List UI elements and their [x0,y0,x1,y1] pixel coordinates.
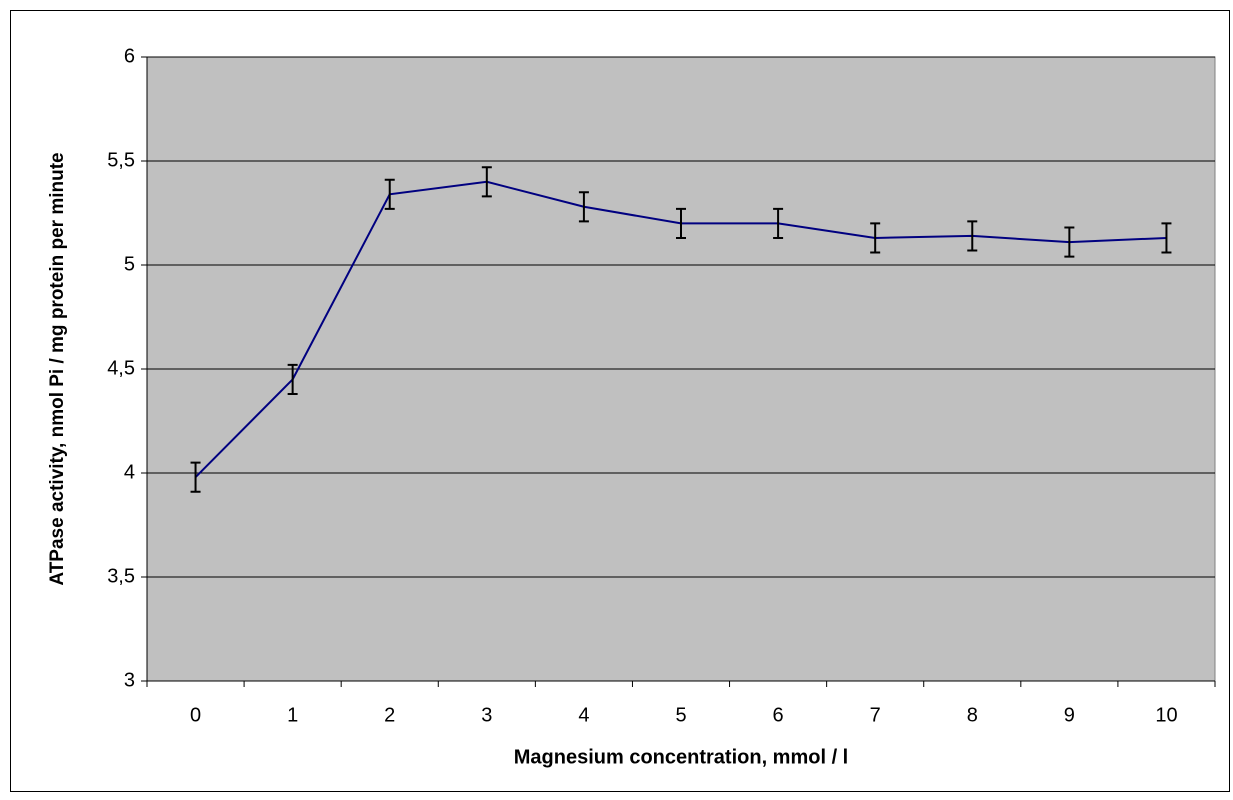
error-bar [287,363,298,395]
error-bar [1161,222,1172,254]
x-tick-label: 1 [287,704,298,726]
error-bar [676,207,686,239]
y-tick-label: 3 [124,669,135,691]
error-bar [578,191,589,223]
y-tick-label: 4 [124,461,135,483]
y-tick-label: 4,5 [107,357,135,379]
x-tick-label: 0 [190,704,201,726]
error-bar [870,222,881,254]
error-bar [481,166,492,198]
x-tick-label: 6 [773,704,784,726]
x-tick-label: 7 [870,704,881,726]
x-tick-label: 9 [1064,704,1075,726]
x-tick-label: 5 [675,704,686,726]
y-tick-label: 3,5 [107,565,135,587]
x-tick-label: 10 [1155,704,1177,726]
x-tick-label: 8 [967,704,978,726]
error-bar [190,461,201,493]
x-tick-label: 2 [384,704,395,726]
y-tick-label: 5 [124,253,135,275]
error-bar [384,178,395,210]
x-axis-title: Magnesium concentration, mmol / l [514,746,849,768]
error-bar [773,207,784,239]
x-tick-label: 4 [578,704,589,726]
error-bar [1064,226,1075,258]
y-tick-label: 6 [124,45,135,67]
x-tick-label: 3 [481,704,492,726]
error-bar [967,220,978,252]
y-tick-label: 5,5 [107,149,135,171]
y-axis-title: ATPase activity, nmol Pi / mg protein pe… [47,152,68,585]
